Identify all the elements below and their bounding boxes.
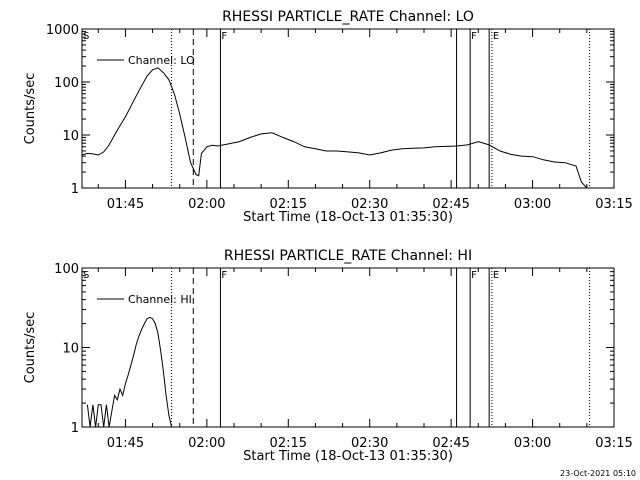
event-marker-label: E [493, 31, 499, 42]
x-tick-label: 02:30 [351, 197, 388, 212]
legend-label: Channel: LO [128, 54, 195, 67]
x-tick-label: 03:15 [595, 197, 632, 212]
x-tick-label: 01:45 [107, 436, 144, 451]
x-tick-label: 01:45 [107, 197, 144, 212]
legend-label: Channel: HI [128, 293, 192, 306]
y-axis-label: Counts/sec [23, 312, 38, 384]
x-tick-label: 02:30 [351, 436, 388, 451]
x-tick-label: 02:00 [188, 436, 225, 451]
y-tick-label: 10 [62, 129, 79, 144]
y-tick-label: 10 [62, 342, 79, 357]
chart-title: RHESSI PARTICLE_RATE Channel: LO [222, 9, 474, 25]
event-marker-label: F [221, 270, 227, 281]
y-tick-label: 1000 [46, 23, 79, 38]
chart-title: RHESSI PARTICLE_RATE Channel: HI [224, 248, 472, 264]
event-marker-label: F [471, 270, 477, 281]
y-tick-label: 100 [54, 262, 79, 277]
plot-frame [81, 28, 615, 189]
x-axis-label: Start Time (18-Oct-13 01:35:30) [243, 210, 453, 225]
plot-frame [81, 267, 615, 428]
y-tick-label: 100 [54, 76, 79, 91]
event-marker-label: E [493, 270, 499, 281]
y-axis-label: Counts/sec [23, 73, 38, 145]
event-marker-label: F [471, 31, 477, 42]
timestamp-stamp: 23-Oct-2021 05:10 [560, 469, 636, 478]
x-tick-label: 02:45 [432, 197, 469, 212]
x-tick-label: 02:00 [188, 197, 225, 212]
x-axis-label: Start Time (18-Oct-13 01:35:30) [243, 449, 453, 464]
event-marker-label: S [83, 270, 89, 281]
x-tick-label: 02:45 [432, 436, 469, 451]
x-tick-label: 03:15 [595, 436, 632, 451]
x-tick-label: 03:00 [514, 436, 551, 451]
y-tick-label: 1 [71, 421, 79, 436]
y-tick-label: 1 [71, 182, 79, 197]
series-line [86, 316, 173, 428]
x-tick-label: 02:15 [270, 197, 307, 212]
x-tick-label: 03:00 [514, 197, 551, 212]
event-marker-label: F [221, 31, 227, 42]
series-line [81, 67, 588, 189]
event-marker-label: S [83, 31, 89, 42]
x-tick-label: 02:15 [270, 436, 307, 451]
